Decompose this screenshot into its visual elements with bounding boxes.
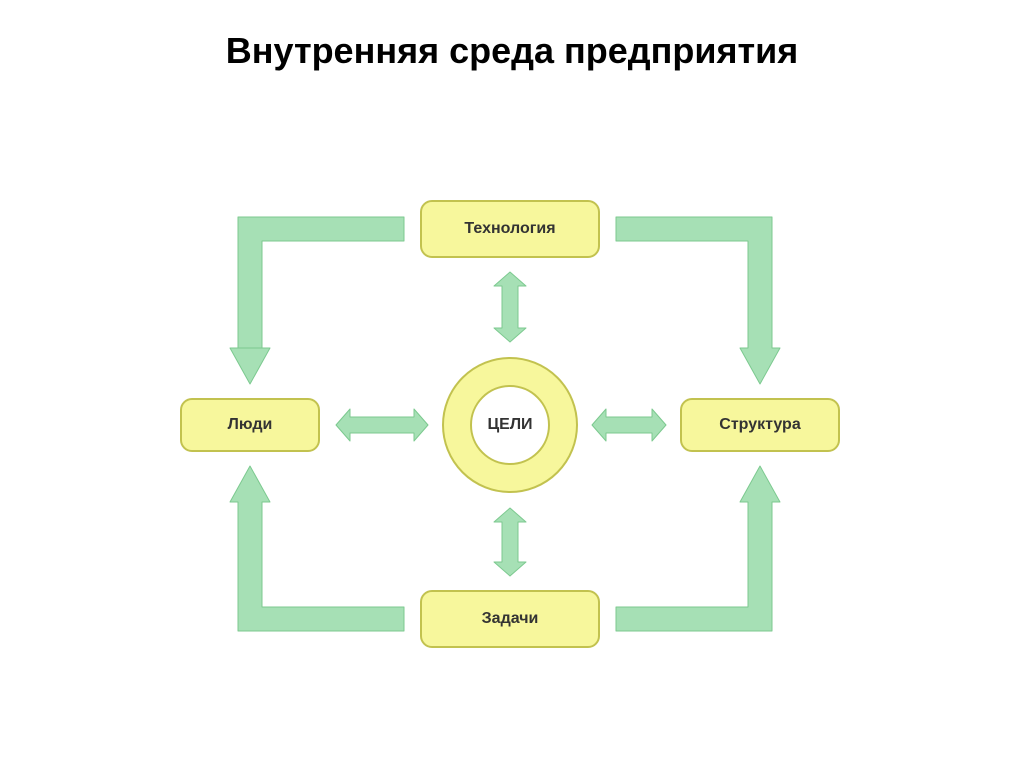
- node-technology: Технология: [420, 200, 600, 258]
- node-structure: Структура: [680, 398, 840, 452]
- center-node: ЦЕЛИ: [470, 385, 550, 465]
- node-tasks: Задачи: [420, 590, 600, 648]
- node-people: Люди: [180, 398, 320, 452]
